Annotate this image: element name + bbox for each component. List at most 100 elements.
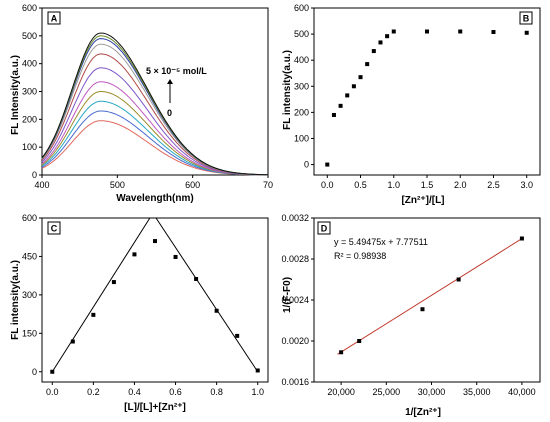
panel-c-point	[214, 308, 219, 313]
panel-a-series-line	[41, 43, 268, 176]
panel-b-ylabel: FL intensity(a.u.)	[282, 50, 293, 130]
panel-c-fit-line	[51, 217, 151, 373]
panel-a-annotation-arrowhead	[167, 79, 173, 84]
panel-c-badge-label: C	[51, 224, 58, 234]
panel-b-point	[425, 29, 429, 34]
panel-d-point	[357, 339, 362, 343]
panel-b-ytick-label: 100	[294, 133, 309, 143]
panel-d-fit-line	[337, 237, 524, 355]
panel-c-point	[153, 239, 157, 244]
panel-d-ytick-label: 0.0024	[281, 295, 309, 305]
panel-c-ytick-label: 600	[22, 213, 37, 223]
panel-c-point	[235, 333, 240, 338]
panel-b-point	[391, 29, 396, 34]
panel-b-point	[351, 84, 356, 89]
panel-b-xtick-label: 1.5	[421, 180, 434, 190]
panel-c-xtick-label: 0.4	[128, 387, 141, 397]
panel-b-xtick-label: 2.5	[487, 180, 500, 190]
panel-d-badge-label: D	[321, 224, 328, 234]
panel-d-badge	[317, 221, 331, 235]
panel-b-ytick-label: 300	[294, 81, 309, 91]
panel-a-badge-label: A	[51, 14, 58, 24]
panel-b-badge-label: B	[523, 14, 530, 24]
panel-b-ytick-label: 500	[294, 29, 309, 39]
panel-a-annotation-bottom: 0	[167, 108, 172, 118]
panel-b-xtick-label: 2.0	[454, 180, 467, 190]
panel-a-annotation-top: 5 × 10⁻⁵ mol/L	[146, 66, 207, 76]
panel-c-badge	[47, 221, 61, 235]
panel-c-xtick-label: 0.8	[210, 387, 223, 397]
panel-d: 1/(F-F0) 1/[Zn²⁺] y = 5.49475x + 7.77511…	[281, 213, 541, 418]
panel-c-point	[50, 369, 55, 374]
panel-d-ylabel: 1/(F-F0)	[282, 277, 293, 313]
panel-b-xtick-label: 0.5	[354, 180, 367, 190]
panel-a-xtick-label: 70	[263, 180, 273, 190]
panel-c-xtick-label: 0.0	[46, 387, 59, 397]
panel-a-xtick-label: 600	[185, 180, 200, 190]
panel-a-series-line	[41, 38, 269, 176]
panel-c-point	[255, 368, 260, 373]
panel-d-r-squared: R² = 0.98938	[334, 251, 386, 261]
panel-c-point	[111, 280, 116, 285]
panel-d-ytick-label: 0.0016	[281, 377, 309, 387]
panel-b-point	[524, 30, 529, 35]
panel-b-point	[338, 103, 343, 108]
panel-a-ytick-label: 100	[22, 142, 37, 152]
panel-c-ytick-label: 0	[32, 367, 37, 377]
panel-c-ytick-label: 150	[22, 328, 37, 338]
panel-d-xtick-label: 20,000	[327, 387, 355, 397]
panel-d-xtick-label: 40,000	[508, 387, 536, 397]
panel-a-ytick-label: 200	[22, 114, 37, 124]
panel-b-point	[458, 29, 463, 34]
panel-b-point	[378, 40, 383, 45]
panel-d-point	[519, 236, 524, 241]
panel-d-ytick-label: 0.0032	[281, 213, 309, 223]
panel-d-xtick-label: 35,000	[463, 387, 491, 397]
panel-d-xlabel: 1/[Zn²⁺]	[405, 407, 441, 418]
panel-b-xtick-label: 0.0	[321, 180, 334, 190]
panel-a-ytick-label: 0	[32, 170, 37, 180]
panel-a-ytick-label: 300	[22, 87, 37, 97]
panel-d-point	[420, 307, 425, 312]
panel-b-point	[345, 93, 350, 98]
panel-b-point	[365, 62, 370, 67]
panel-c-xtick-label: 0.2	[87, 387, 100, 397]
panel-d-equation: y = 5.49475x + 7.77511	[334, 237, 428, 247]
panel-a-series-line	[41, 32, 269, 176]
panel-c-fit-line	[155, 217, 259, 373]
panel-b-point	[385, 34, 390, 39]
panel-c-ylabel: FL intensity(a.u.)	[10, 260, 21, 340]
panel-c-point	[194, 276, 199, 281]
panel-b-point	[491, 30, 496, 35]
panel-b-ytick-label: 200	[294, 107, 309, 117]
panel-d-ytick-label: 0.0020	[281, 336, 309, 346]
panel-c-point	[91, 312, 96, 317]
panel-a-series-line	[41, 81, 268, 176]
panel-c-ytick-label: 450	[22, 251, 37, 261]
panel-a-series-line	[41, 120, 268, 176]
panel-d-point	[456, 277, 461, 282]
panel-b-point	[358, 75, 363, 80]
panel-c-xtick-label: 0.6	[169, 387, 182, 397]
panel-a-ytick-label: 600	[22, 3, 37, 13]
panel-b-ytick-label: 600	[294, 3, 309, 13]
panel-d-xtick-label: 30,000	[418, 387, 446, 397]
panel-b-xlabel: [Zn²⁺]/[L]	[401, 195, 444, 206]
panel-d-ytick-label: 0.0028	[281, 254, 309, 264]
panel-c-plot-frame	[41, 217, 269, 383]
panel-b-ytick-label: 0	[304, 160, 309, 170]
panel-b-xtick-label: 1.0	[388, 180, 401, 190]
panel-d-xtick-label: 25,000	[373, 387, 401, 397]
panel-c-xlabel: [L]/[L]+[Zn²⁺]	[124, 402, 186, 413]
panel-b: FL intensity(a.u.) [Zn²⁺]/[L] 0.0 0.5 1.0 1…	[282, 3, 541, 206]
panel-a-ytick-label: 500	[22, 31, 37, 41]
panel-a-series-line	[41, 67, 268, 176]
panel-b-point	[331, 112, 336, 117]
panel-c-ytick-label: 300	[22, 290, 37, 300]
panel-b-ytick-label: 400	[294, 55, 309, 65]
panel-a: FL Intensity(a.u.) Wavelength(nm) 5 × 10…	[10, 3, 273, 204]
panel-d-point	[339, 350, 344, 355]
panel-b-badge	[519, 11, 533, 25]
panel-c: FL intensity(a.u.) [L]/[L]+[Zn²⁺] 0.0 0.2…	[10, 213, 269, 413]
panel-b-point	[325, 162, 330, 167]
